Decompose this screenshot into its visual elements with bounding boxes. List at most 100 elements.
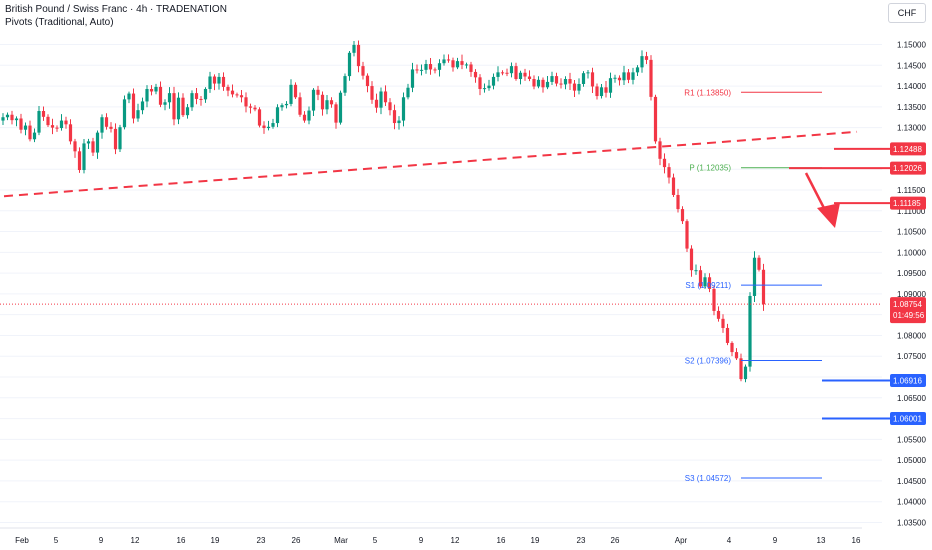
candle <box>685 219 689 253</box>
candle-body <box>113 128 118 150</box>
candle <box>370 81 374 104</box>
candle <box>284 101 289 109</box>
candle-body <box>311 89 316 111</box>
y-axis: 1.035001.040001.045001.050001.055001.060… <box>897 41 926 528</box>
currency-button[interactable]: CHF <box>888 3 926 23</box>
candle-body <box>658 141 662 159</box>
candle <box>311 88 316 117</box>
chart-title: British Pound / Swiss Franc · 4h · TRADE… <box>5 4 227 15</box>
candle-body <box>352 44 356 53</box>
candle-body <box>559 83 563 85</box>
candle-body <box>158 86 163 105</box>
candle <box>433 67 437 74</box>
candle-body <box>95 132 100 153</box>
candle-body <box>635 67 640 73</box>
candle-body <box>500 72 505 74</box>
candle <box>424 59 428 74</box>
candle <box>460 54 464 70</box>
candle-body <box>19 118 23 130</box>
candle-body <box>194 93 199 99</box>
candle <box>253 105 257 112</box>
candle <box>599 84 604 99</box>
candle <box>617 75 622 86</box>
candle <box>100 114 104 139</box>
candle <box>347 51 352 81</box>
candle <box>640 50 644 73</box>
candle-body <box>104 117 109 127</box>
candle-body <box>140 101 145 111</box>
candle <box>374 93 379 113</box>
candle-body <box>1 117 5 121</box>
candle-body <box>289 84 293 104</box>
candle-body <box>712 288 716 311</box>
candle <box>118 124 122 153</box>
candle <box>176 92 181 125</box>
candle <box>217 72 221 90</box>
candle-body <box>554 76 559 84</box>
candle-body <box>424 64 428 70</box>
candle <box>752 251 757 302</box>
candle <box>734 348 739 360</box>
candle-body <box>505 72 509 74</box>
candle-body <box>23 125 28 130</box>
candle <box>10 110 14 125</box>
candle <box>239 90 244 103</box>
y-tick-label: 1.07500 <box>897 352 926 361</box>
candle <box>266 120 271 131</box>
candle <box>469 61 473 77</box>
candle-body <box>91 141 95 153</box>
candle-body <box>748 295 752 367</box>
candle <box>572 80 577 98</box>
candle <box>667 163 671 184</box>
candle-body <box>631 72 635 80</box>
candle-body <box>361 66 365 76</box>
candle-body <box>743 366 748 380</box>
candle <box>595 83 599 100</box>
y-tick-label: 1.09500 <box>897 269 926 278</box>
candle <box>352 41 356 57</box>
candle <box>113 123 118 155</box>
candle-body <box>716 310 721 319</box>
candle-body <box>689 248 694 271</box>
candle-body <box>455 61 460 68</box>
y-tick-label: 1.03500 <box>897 519 926 528</box>
candle <box>343 73 347 96</box>
y-tick-label: 1.15000 <box>897 41 926 50</box>
pivots: R1 (1.13850) P (1.12035) S1 (1.09211) S2 (1… <box>684 88 822 483</box>
candle <box>325 94 329 115</box>
candle-body <box>757 257 761 270</box>
candle-body <box>248 106 253 108</box>
y-tick-label: 1.05000 <box>897 456 926 465</box>
candle-body <box>131 93 136 119</box>
x-tick-label: 16 <box>497 536 506 545</box>
x-tick-label: 5 <box>373 536 378 545</box>
candle <box>721 314 725 333</box>
candle-body <box>482 88 487 90</box>
candle-body <box>199 98 203 100</box>
candle-body <box>284 103 289 106</box>
candle <box>532 75 536 90</box>
candle-body <box>73 141 77 152</box>
candle <box>559 78 563 89</box>
candle <box>298 92 302 117</box>
candle-body <box>662 158 667 168</box>
candle-body <box>487 85 491 89</box>
candle <box>289 79 293 107</box>
candle <box>145 85 149 108</box>
candle <box>716 306 721 322</box>
candle <box>680 206 685 225</box>
candle <box>262 121 266 134</box>
y-tick-label: 1.09000 <box>897 290 926 299</box>
candle <box>608 72 613 98</box>
candle-body <box>590 72 595 87</box>
candle <box>419 64 424 76</box>
levels: 1.12488 1.12026 1.11185 1.06916 1.06001 <box>789 142 926 426</box>
candle <box>536 76 541 89</box>
candle-body <box>208 76 212 89</box>
candle-body <box>32 132 37 140</box>
candle <box>388 98 392 116</box>
candle <box>761 263 766 311</box>
pivot-label-s3: S3 (1.04572) <box>685 474 732 483</box>
candle <box>590 67 595 93</box>
